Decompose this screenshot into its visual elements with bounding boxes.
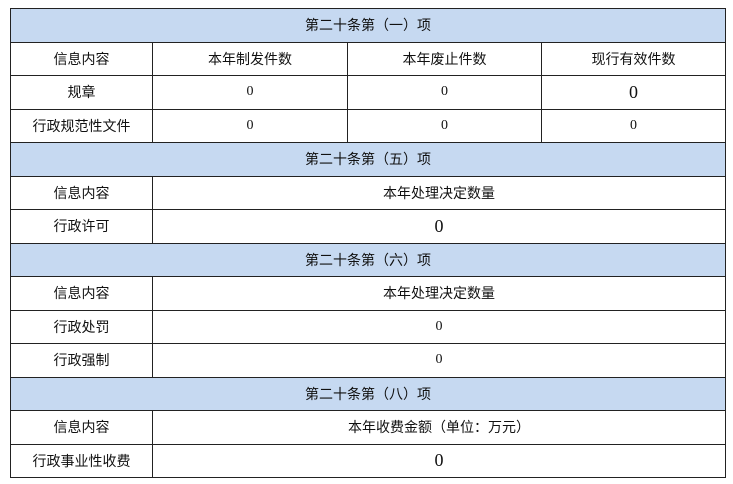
row-label: 行政许可 (10, 209, 153, 244)
section-title: 第二十条第（五）项 (10, 142, 726, 177)
column-header: 本年处理决定数量 (152, 175, 726, 210)
cell-value: 0 (152, 75, 348, 110)
cell-value: 0 (152, 209, 726, 244)
row-label: 行政强制 (10, 343, 153, 378)
table-row: 行政事业性收费 0 (10, 443, 726, 478)
table-row: 规章 0 0 0 (10, 75, 726, 110)
cell-value: 0 (541, 108, 726, 143)
table-row: 行政处罚 0 (10, 309, 726, 344)
cell-value: 0 (152, 343, 726, 378)
disclosure-table: 第二十条第（一）项 信息内容 本年制发件数 本年废止件数 现行有效件数 规章 0… (10, 8, 726, 478)
column-header: 本年废止件数 (347, 41, 542, 76)
column-header: 信息内容 (10, 276, 153, 311)
cell-value: 0 (152, 309, 726, 344)
column-header: 信息内容 (10, 41, 153, 76)
column-header: 信息内容 (10, 175, 153, 210)
row-label: 行政事业性收费 (10, 443, 153, 478)
column-header: 本年制发件数 (152, 41, 348, 76)
column-header: 本年处理决定数量 (152, 276, 726, 311)
cell-value: 0 (347, 75, 542, 110)
cell-value: 0 (541, 75, 726, 110)
column-header: 现行有效件数 (541, 41, 726, 76)
cell-value: 0 (347, 108, 542, 143)
row-label: 行政规范性文件 (10, 108, 153, 143)
table-row: 行政强制 0 (10, 343, 726, 378)
table-row: 行政规范性文件 0 0 0 (10, 108, 726, 143)
row-label: 规章 (10, 75, 153, 110)
section-title: 第二十条第（八）项 (10, 376, 726, 411)
table-row: 行政许可 0 (10, 209, 726, 244)
column-header: 信息内容 (10, 410, 153, 445)
section-title: 第二十条第（一）项 (10, 8, 726, 43)
cell-value: 0 (152, 108, 348, 143)
section-title: 第二十条第（六）项 (10, 242, 726, 277)
row-label: 行政处罚 (10, 309, 153, 344)
column-header: 本年收费金额（单位：万元） (152, 410, 726, 445)
cell-value: 0 (152, 443, 726, 478)
